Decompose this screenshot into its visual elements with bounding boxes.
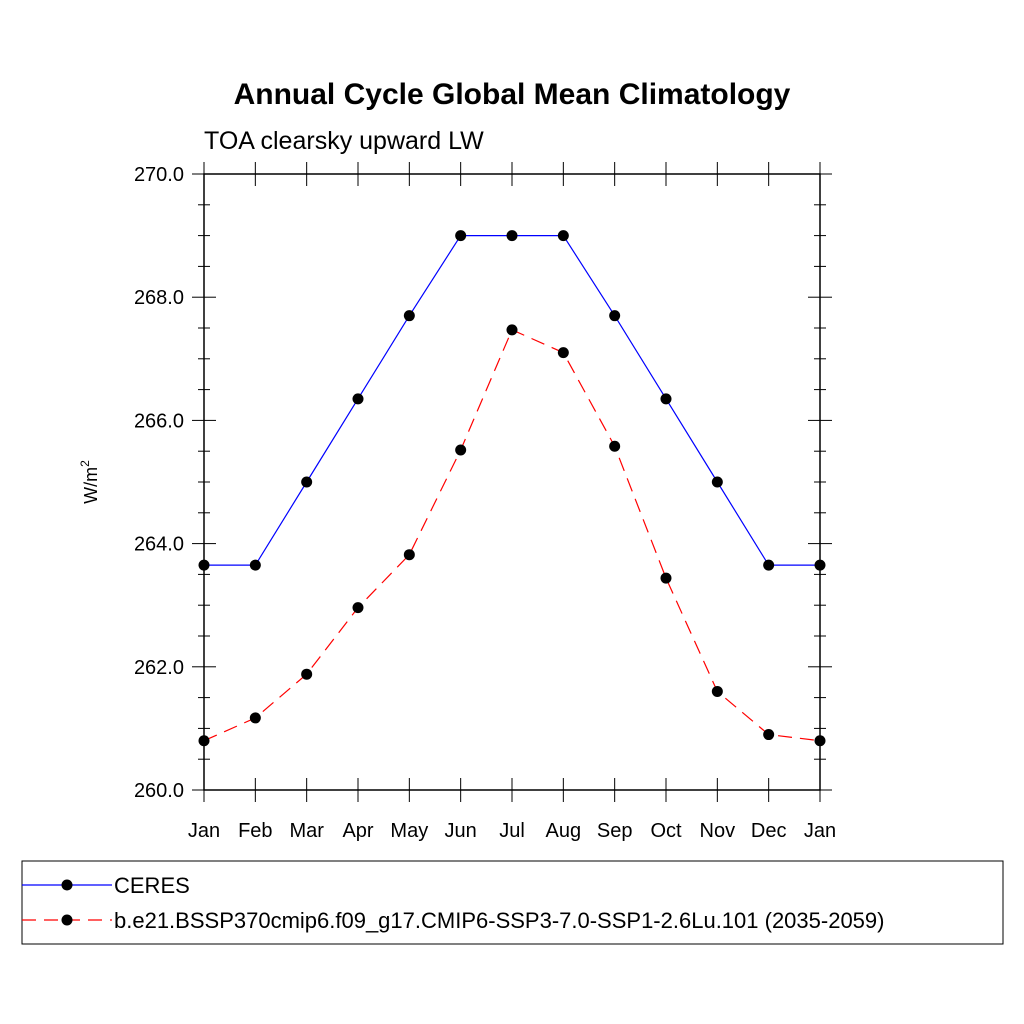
data-point [506,230,518,242]
y-tick-label: 260.0 [134,780,184,802]
data-point [609,440,621,452]
y-tick-label: 262.0 [134,657,184,679]
legend: CERES b.e21.BSSP370cmip6.f09_g17.CMIP6-SS… [22,873,884,933]
series-0 [198,230,826,571]
legend-marker [61,879,73,891]
series-1 [198,324,826,747]
chart-subtitle: TOA clearsky upward LW [204,127,484,155]
data-point [557,347,569,359]
x-tick-label: May [390,820,428,842]
data-point [609,310,621,322]
data-point [301,668,313,680]
x-tick-label: Sep [597,820,633,842]
x-tick-label: Nov [700,820,736,842]
data-point [711,476,723,488]
chart-title: Annual Cycle Global Mean Climatology [234,78,791,111]
y-axis-label-text: W/m [81,467,101,504]
legend-box [21,860,1004,945]
legend-marker [61,914,73,926]
data-point [352,393,364,405]
data-point [249,559,261,571]
data-point [814,559,826,571]
y-tick-label: 264.0 [134,534,184,556]
x-tick-label: Aug [546,820,582,842]
series-line [204,235,820,566]
y-tick-label: 266.0 [134,410,184,432]
data-point [198,559,210,571]
data-point [301,476,313,488]
y-axis-label-superscript: 2 [78,460,92,467]
data-point [352,602,364,614]
x-tick-label: Jan [804,820,836,842]
data-point [403,549,415,561]
series-layer [198,230,826,747]
data-point [455,444,467,456]
x-tick-label: Apr [342,820,373,842]
x-tick-label: Feb [238,820,272,842]
data-point [455,230,467,242]
y-tick-label: 268.0 [134,287,184,309]
data-point [763,559,775,571]
x-tick-label: Jan [188,820,220,842]
x-tick-label: Jul [499,820,525,842]
y-axis-label: W/m2 [78,460,101,504]
data-point [506,324,518,336]
data-point [660,572,672,584]
svg-text:W/m2: W/m2 [78,460,101,504]
x-tick-label: Jun [445,820,477,842]
data-point [711,685,723,697]
legend-label: CERES [114,873,190,898]
y-tick-label: 270.0 [134,164,184,186]
data-point [763,729,775,741]
x-tick-label: Oct [650,820,682,842]
data-point [403,310,415,322]
data-point [198,735,210,747]
legend-label: b.e21.BSSP370cmip6.f09_g17.CMIP6-SSP3-7.… [114,908,884,933]
plot-frame [203,173,821,791]
data-point [249,712,261,724]
data-point [557,230,569,242]
data-point [814,735,826,747]
data-point [660,393,672,405]
ticks-layer: 260.0 262.0 264.0 266.0 268.0 270.0 Jan Feb Mar A… [134,162,836,842]
x-tick-label: Dec [751,820,787,842]
series-line [203,329,821,742]
x-tick-label: Mar [289,820,324,842]
